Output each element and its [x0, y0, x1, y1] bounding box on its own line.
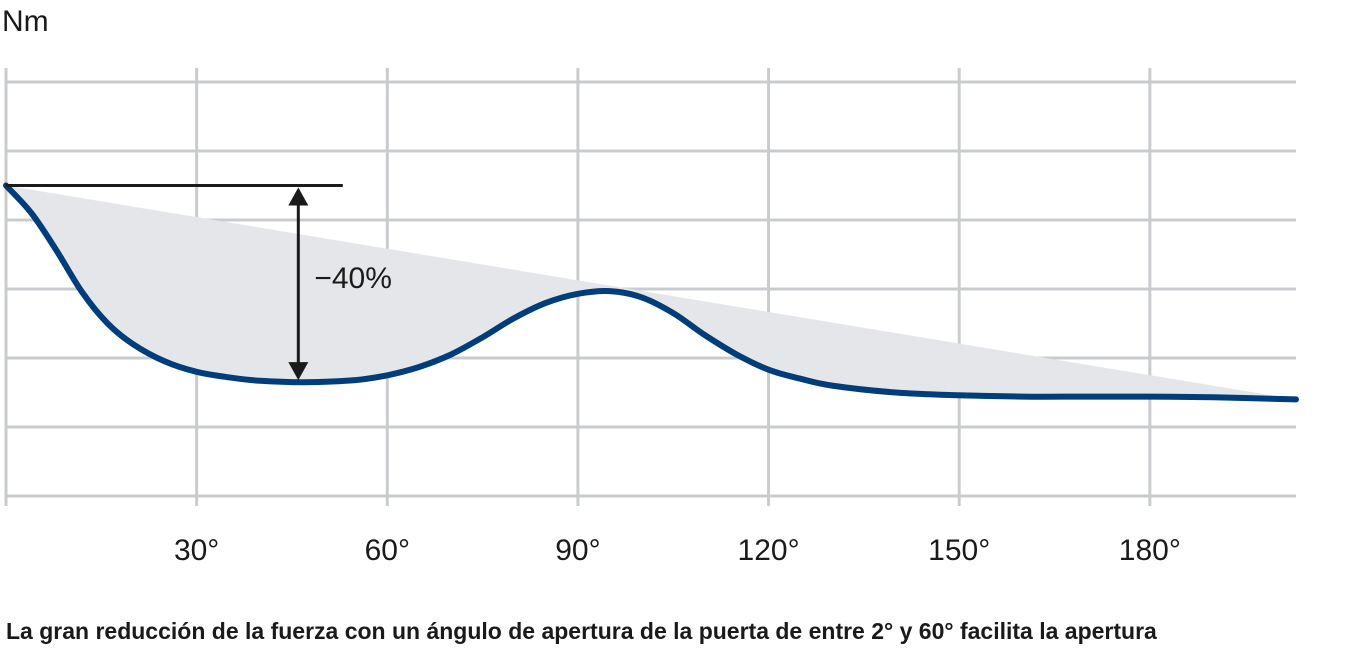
x-tick-labels: 30° 60° 90° 120° 150° 180° — [174, 534, 1181, 567]
x-tick-label: 90° — [555, 534, 600, 567]
x-tick-label: 60° — [365, 534, 410, 567]
annotation-arrowhead-up — [288, 187, 309, 206]
x-tick-label: 150° — [928, 534, 990, 567]
x-tick-label: 180° — [1119, 534, 1181, 567]
annotation-arrowhead-down — [288, 362, 309, 381]
chart-caption: La gran reducción de la fuerza con un án… — [6, 618, 1157, 644]
annotation-label: −40% — [314, 262, 392, 295]
series-line-torque — [3, 182, 1299, 403]
reduction-area — [6, 185, 1296, 400]
x-tick-label: 120° — [738, 534, 800, 567]
reduction-annotation: −40% — [6, 184, 392, 381]
y-axis-label: Nm — [2, 5, 49, 38]
x-tick-label: 30° — [174, 534, 219, 567]
